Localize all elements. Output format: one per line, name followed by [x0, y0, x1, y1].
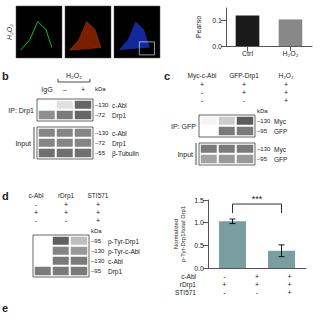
svg-text:H₂O₂: H₂O₂ — [66, 72, 82, 79]
svg-text:-: - — [223, 289, 226, 296]
svg-text:–95: –95 — [257, 156, 268, 162]
svg-text:c-Abl: c-Abl — [29, 192, 44, 199]
svg-text:***: *** — [252, 194, 263, 204]
svg-text:-: - — [256, 289, 259, 296]
svg-text:–72: –72 — [95, 140, 106, 146]
svg-text:0.1: 0.1 — [212, 17, 222, 24]
svg-text:c-Abl: c-Abl — [181, 273, 196, 280]
svg-text:-: - — [35, 201, 38, 208]
svg-text:Ctrl: Ctrl — [242, 50, 253, 57]
svg-text:kDa: kDa — [257, 108, 268, 114]
svg-text:Pearso: Pearso — [195, 16, 202, 38]
svg-text:IP: GFP: IP: GFP — [171, 123, 196, 130]
svg-text:+: + — [242, 89, 246, 96]
svg-text:b: b — [2, 70, 9, 82]
svg-text:+: + — [200, 81, 204, 88]
svg-text:-: - — [243, 97, 246, 104]
svg-text:–130: –130 — [95, 130, 109, 136]
svg-text:0.0: 0.0 — [212, 43, 222, 50]
svg-text:–130: –130 — [257, 146, 271, 152]
svg-text:-: - — [201, 97, 204, 104]
svg-text:IP: Drp1: IP: Drp1 — [8, 107, 34, 115]
svg-text:+: + — [288, 281, 292, 288]
svg-text:p-Tyr-Drp1: p-Tyr-Drp1 — [108, 238, 139, 246]
svg-text:Drp1: Drp1 — [112, 112, 126, 120]
svg-text:+: + — [64, 209, 68, 216]
svg-text:–130: –130 — [257, 118, 271, 124]
svg-text:Myc-c-Abl: Myc-c-Abl — [188, 72, 217, 80]
svg-text:kDa: kDa — [91, 228, 102, 234]
svg-text:Drp1: Drp1 — [108, 268, 122, 276]
svg-text:+: + — [96, 209, 100, 216]
svg-text:+: + — [222, 281, 226, 288]
svg-text:c-Abl: c-Abl — [112, 130, 127, 137]
svg-text:H₂O₂: H₂O₂ — [279, 72, 294, 79]
svg-text:STI571: STI571 — [175, 289, 196, 296]
svg-text:Myc: Myc — [274, 118, 287, 126]
svg-text:Myc: Myc — [274, 146, 287, 154]
svg-text:-: - — [35, 217, 38, 224]
svg-text:c-Abl: c-Abl — [112, 102, 127, 109]
svg-text:0.5: 0.5 — [194, 242, 204, 249]
svg-text:β-Tubulin: β-Tubulin — [112, 150, 139, 158]
svg-text:c-Abl: c-Abl — [108, 258, 123, 265]
svg-text:1.0: 1.0 — [194, 219, 204, 226]
svg-text:Input: Input — [177, 151, 193, 159]
svg-text:-: - — [223, 273, 226, 280]
svg-text:–130: –130 — [91, 258, 105, 264]
svg-text:c: c — [164, 70, 170, 82]
svg-text:+: + — [288, 289, 292, 296]
svg-text:+: + — [96, 201, 100, 208]
svg-text:kDa: kDa — [95, 86, 106, 92]
svg-text:+: + — [255, 281, 259, 288]
svg-text:Normalized: Normalized — [173, 219, 179, 249]
svg-text:IgG: IgG — [41, 86, 52, 94]
svg-text:d: d — [2, 190, 9, 202]
svg-text:–55: –55 — [95, 150, 106, 156]
svg-text:+: + — [284, 81, 288, 88]
svg-text:GFP: GFP — [274, 128, 287, 135]
svg-text:+: + — [242, 81, 246, 88]
svg-text:–130: –130 — [95, 102, 109, 108]
svg-text:+: + — [81, 86, 85, 93]
svg-text:+: + — [34, 209, 38, 216]
svg-text:rDrp1: rDrp1 — [180, 281, 197, 289]
svg-text:Drp1: Drp1 — [112, 140, 126, 148]
svg-text:-: - — [201, 89, 204, 96]
svg-text:0.0: 0.0 — [194, 265, 204, 272]
svg-text:+: + — [96, 217, 100, 224]
svg-text:1.5: 1.5 — [194, 197, 204, 204]
svg-text:GFP: GFP — [274, 156, 287, 163]
svg-text:–95: –95 — [91, 268, 102, 274]
svg-text:STI571: STI571 — [88, 192, 109, 199]
svg-text:Input: Input — [15, 140, 31, 148]
svg-text:GFP-Drp1: GFP-Drp1 — [229, 72, 259, 80]
svg-text:-: - — [65, 217, 68, 224]
svg-text:–130: –130 — [91, 248, 105, 254]
svg-text:+: + — [288, 273, 292, 280]
svg-text:e: e — [2, 302, 8, 314]
svg-text:rDrp1: rDrp1 — [58, 192, 75, 200]
svg-text:–95: –95 — [257, 128, 268, 134]
svg-text:+: + — [64, 201, 68, 208]
svg-text:–: – — [63, 86, 67, 93]
svg-text:–95: –95 — [91, 238, 102, 244]
svg-text:+: + — [255, 273, 259, 280]
svg-text:p-Tyr-c-Abl: p-Tyr-c-Abl — [108, 248, 140, 256]
svg-text:H₂O₂: H₂O₂ — [6, 24, 13, 40]
svg-text:p-Tyr-Drp1/total Drp1: p-Tyr-Drp1/total Drp1 — [180, 205, 186, 262]
svg-text:H₂O₂: H₂O₂ — [283, 50, 299, 57]
svg-text:+: + — [284, 97, 288, 104]
svg-text:–72: –72 — [95, 112, 106, 118]
svg-text:+: + — [284, 89, 288, 96]
